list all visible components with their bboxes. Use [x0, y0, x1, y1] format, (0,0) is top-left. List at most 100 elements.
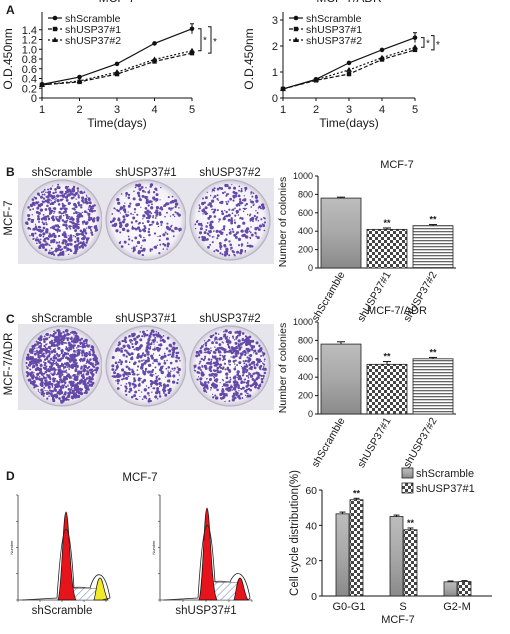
x-tick-label: 1	[280, 104, 286, 116]
bar	[389, 516, 404, 597]
legend-label: shUSP37#1	[416, 483, 475, 495]
chart-title: MCF-7	[99, 0, 136, 5]
legend-label: shUSP37#1	[306, 24, 362, 36]
y-tick-label: 0	[31, 93, 37, 105]
x-axis-label: MCF-7	[381, 614, 415, 626]
y-tick-label: 400	[298, 372, 313, 382]
hist-g1-peak	[57, 511, 77, 601]
colony-dots	[109, 183, 182, 257]
y-tick-label: 0	[311, 591, 317, 603]
flow-cytometry-histograms: MCF-7 Number shScramble Number shUSP37#1	[9, 472, 253, 617]
plate-column-label: shUSP37#2	[199, 313, 260, 325]
data-point	[379, 54, 385, 60]
y-tick-label: 0.8	[22, 54, 37, 66]
data-point	[114, 69, 120, 75]
legend-marker	[293, 37, 299, 42]
y-tick-label: 1	[272, 67, 278, 79]
y-tick-label: 400	[298, 226, 313, 236]
x-tick-label: 4	[379, 104, 385, 116]
data-point	[379, 47, 385, 53]
sig-mark: **	[353, 488, 361, 498]
line-chart-mcf7-adr: MCF-7/ADR012312345Time(days)O.D.450nmshS…	[242, 0, 440, 130]
y-tick-label: 1000	[293, 317, 313, 327]
x-tick-label: 5	[189, 104, 195, 116]
y-axis-label: Number of colonies	[277, 323, 289, 413]
data-point	[346, 66, 352, 72]
data-point	[346, 71, 352, 77]
sig-mark: *	[426, 38, 430, 49]
y-tick-label: 600	[298, 354, 313, 364]
y-tick-label: 1.0	[22, 44, 37, 56]
x-tick-label: 3	[114, 104, 120, 116]
bar	[403, 529, 418, 597]
sig-mark: **	[383, 218, 391, 228]
legend-swatch	[401, 482, 414, 494]
bar	[366, 363, 408, 415]
y-axis-label: O.D.450nm	[242, 28, 256, 89]
plate-column-label: shScramble	[32, 313, 93, 325]
x-tick-label: 4	[151, 104, 157, 116]
data-point	[346, 60, 352, 66]
sig-mark: *	[203, 36, 207, 47]
bar	[412, 225, 454, 269]
x-tick-label: 2	[76, 104, 82, 116]
bar	[412, 358, 454, 415]
hist-y-label: Number	[9, 540, 14, 555]
sig-bracket	[198, 28, 202, 52]
plate-column-label: shUSP37#1	[115, 313, 176, 325]
legend-marker	[52, 15, 58, 21]
panel-label-b: B	[6, 165, 15, 179]
legend-marker	[293, 15, 299, 21]
y-axis-label: O.D.450nm	[1, 28, 15, 89]
bar-chart-colonies-mcf7: MCF-7 0 200 400 600 800 1000 Number of colonies…	[277, 159, 456, 324]
data-point	[152, 41, 157, 46]
flow-title: MCF-7	[122, 472, 157, 484]
plate-row-label: MCF-7	[3, 200, 15, 235]
colony-dots	[193, 329, 267, 403]
data-point	[114, 61, 120, 67]
x-tick-label: shScramble	[309, 269, 347, 323]
data-point	[189, 47, 195, 53]
x-tick-label: 5	[412, 104, 418, 116]
y-tick-label: 60	[305, 485, 317, 497]
y-tick-label: 1.4	[22, 25, 37, 37]
legend-marker	[293, 26, 299, 32]
colony-dots	[25, 329, 100, 404]
sig-mark: **	[429, 347, 437, 357]
data-point	[76, 77, 83, 83]
data-point	[77, 74, 82, 80]
x-tick-label: 3	[346, 104, 352, 116]
x-tick-label: G2-M	[443, 601, 471, 613]
y-tick-label: 20	[305, 556, 317, 568]
plate-column-label: shScramble	[32, 167, 93, 179]
legend-label: shScramble	[65, 13, 121, 25]
bar	[335, 513, 350, 597]
hist-label: shScramble	[32, 605, 93, 617]
y-axis-label: Number of colonies	[277, 177, 289, 267]
data-point	[39, 81, 45, 87]
legend-label: shScramble	[306, 13, 362, 25]
data-point	[313, 76, 319, 82]
legend-marker	[52, 26, 58, 32]
sig-mark: *	[213, 37, 217, 48]
panel-label-c: C	[6, 312, 15, 326]
data-point	[412, 44, 418, 50]
chart-title: MCF-7/ADR	[316, 0, 382, 5]
legend-swatch	[401, 467, 414, 479]
bar	[320, 343, 362, 415]
y-tick-label: 3	[272, 15, 278, 27]
hist-g1-peak	[198, 507, 218, 601]
x-tick-label: shScramble	[309, 415, 347, 469]
bar-chart-cell-cycle: 0 20 40 60 Cell cycle distribution(%) ** G0-G1…	[289, 467, 492, 626]
x-tick-label: 2	[313, 104, 319, 116]
hist-y-label: Number	[151, 540, 156, 555]
data-point	[280, 85, 286, 91]
plate-column-label: shUSP37#2	[199, 167, 260, 179]
y-tick-label: 200	[298, 245, 313, 255]
y-tick-label: 0.6	[22, 64, 37, 76]
colony-dots	[25, 183, 100, 257]
y-tick-label: 1.2	[22, 35, 37, 47]
colony-dots	[194, 183, 266, 257]
bar	[366, 228, 408, 269]
